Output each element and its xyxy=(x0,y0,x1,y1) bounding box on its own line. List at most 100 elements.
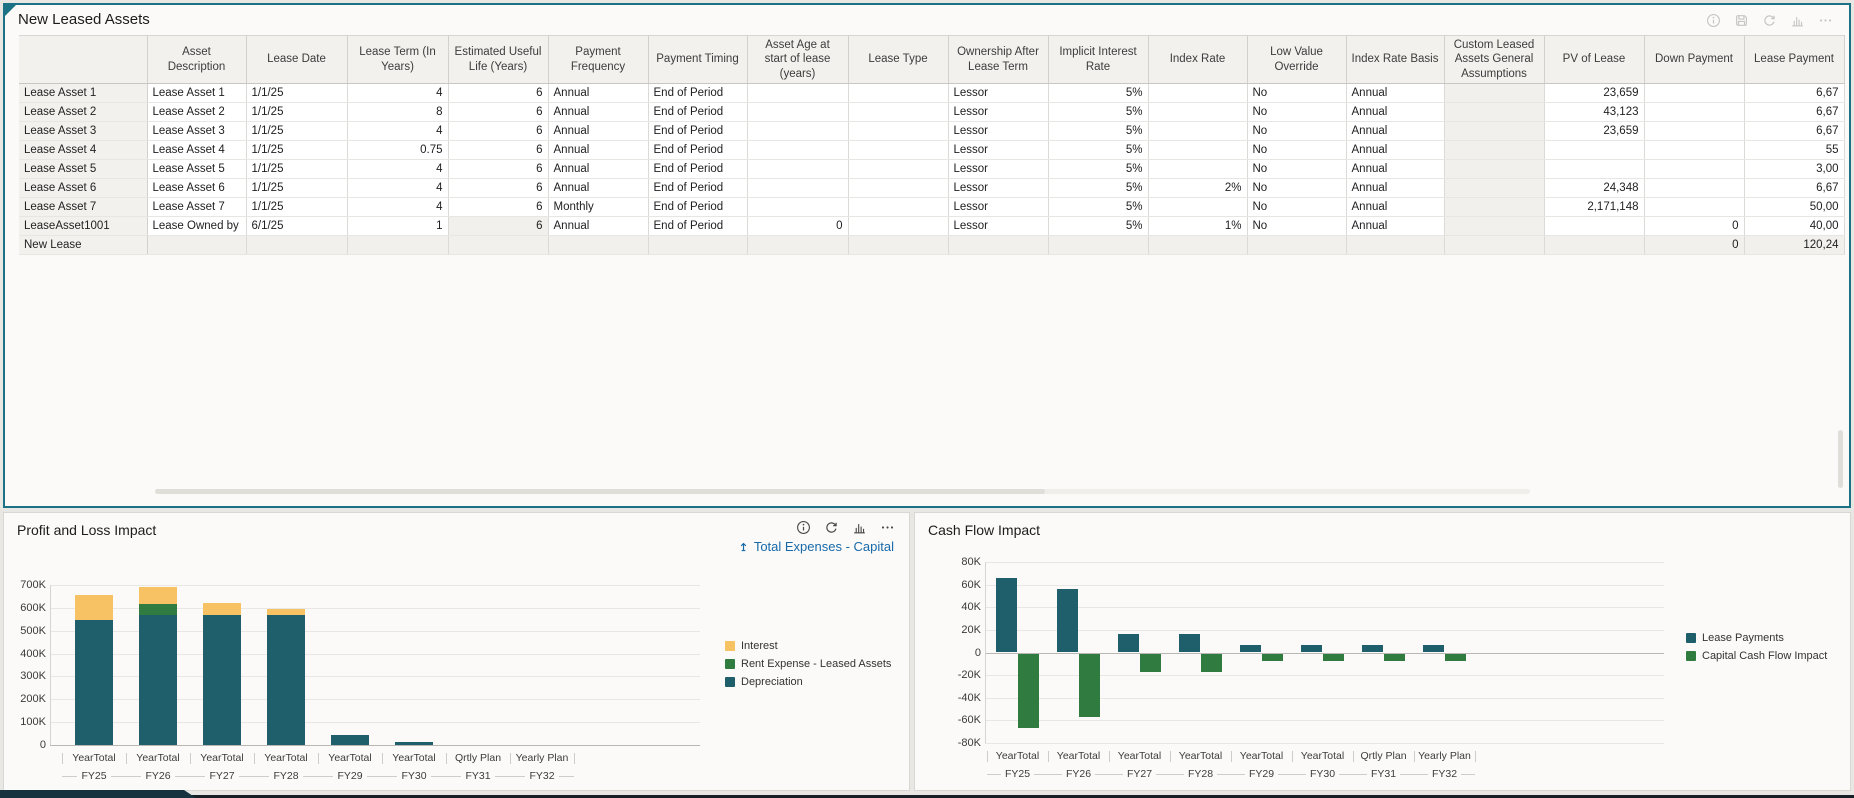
bar-segment-FY28[interactable] xyxy=(267,609,305,616)
grid-cell[interactable]: Annual xyxy=(548,159,649,179)
grid-cell[interactable]: 1 xyxy=(347,216,449,236)
grid-cell[interactable]: 6 xyxy=(448,197,549,217)
grid-cell[interactable]: Lease Asset 7 xyxy=(147,197,247,217)
bar-FY31[interactable] xyxy=(1383,653,1405,661)
grid-cell[interactable]: 2% xyxy=(1148,178,1248,198)
grid-cell[interactable]: Lease Asset 1 xyxy=(147,83,247,103)
grid-cell[interactable] xyxy=(1148,102,1248,122)
bar-segment-FY30[interactable] xyxy=(395,742,433,745)
grid-cell[interactable] xyxy=(1644,121,1745,141)
grid-cell[interactable] xyxy=(1444,197,1545,217)
bar-FY25[interactable] xyxy=(1017,653,1039,729)
grid-cell[interactable]: Annual xyxy=(548,121,649,141)
grid-cell[interactable]: Annual xyxy=(548,102,649,122)
grid-cell[interactable]: Lessor xyxy=(948,121,1049,141)
grid-cell[interactable]: No xyxy=(1247,178,1347,198)
grid-cell[interactable] xyxy=(548,235,649,255)
grid-cell[interactable]: 8 xyxy=(347,102,449,122)
bar-segment-FY27[interactable] xyxy=(203,614,241,745)
bar-FY26[interactable] xyxy=(1078,653,1100,717)
grid-cell[interactable]: 50,00 xyxy=(1744,197,1845,217)
grid-cell[interactable]: 55 xyxy=(1744,140,1845,160)
row-header[interactable]: Lease Asset 5 xyxy=(19,159,148,179)
grid-cell[interactable]: 6 xyxy=(448,83,549,103)
save-icon[interactable] xyxy=(1734,13,1749,28)
grid-cell[interactable] xyxy=(1444,83,1545,103)
grid-cell[interactable] xyxy=(448,235,549,255)
grid-cell[interactable]: 0 xyxy=(1644,216,1745,236)
grid-cell[interactable]: Lease Asset 5 xyxy=(147,159,247,179)
bar-FY27[interactable] xyxy=(1139,653,1161,672)
row-header[interactable]: Lease Asset 1 xyxy=(19,83,148,103)
bar-segment-FY29[interactable] xyxy=(331,734,369,745)
grid-cell[interactable]: 5% xyxy=(1048,178,1149,198)
grid-cell[interactable] xyxy=(948,235,1049,255)
grid-cell[interactable] xyxy=(1544,235,1645,255)
grid-cell[interactable]: Lease Asset 3 xyxy=(147,121,247,141)
grid-cell[interactable] xyxy=(848,216,949,236)
bar-FY25[interactable] xyxy=(995,577,1017,653)
grid-cell[interactable]: Lessor xyxy=(948,83,1049,103)
grid-cell[interactable] xyxy=(747,235,849,255)
grid-cell[interactable]: End of Period xyxy=(648,140,748,160)
grid-cell[interactable]: End of Period xyxy=(648,159,748,179)
grid-cell[interactable]: End of Period xyxy=(648,102,748,122)
grid-cell[interactable]: Annual xyxy=(548,83,649,103)
grid-cell[interactable]: No xyxy=(1247,102,1347,122)
grid-cell[interactable]: 6 xyxy=(448,216,549,236)
bar-FY31[interactable] xyxy=(1361,645,1383,653)
grid-cell[interactable]: 1% xyxy=(1148,216,1248,236)
grid-cell[interactable]: No xyxy=(1247,140,1347,160)
grid-cell[interactable]: Lessor xyxy=(948,178,1049,198)
grid-cell[interactable] xyxy=(1644,178,1745,198)
grid-cell[interactable]: 6,67 xyxy=(1744,83,1845,103)
grid-cell[interactable]: 1/1/25 xyxy=(246,178,348,198)
row-header[interactable]: Lease Asset 4 xyxy=(19,140,148,160)
info-icon[interactable] xyxy=(796,520,811,535)
grid-cell[interactable] xyxy=(1644,83,1745,103)
grid-cell[interactable]: 0 xyxy=(1644,235,1745,255)
grid-cell[interactable]: Annual xyxy=(1346,140,1445,160)
grid-cell[interactable] xyxy=(1644,159,1745,179)
grid-cell[interactable]: 4 xyxy=(347,178,449,198)
grid-cell[interactable]: 5% xyxy=(1048,197,1149,217)
grid-cell[interactable]: No xyxy=(1247,197,1347,217)
bar-segment-FY25[interactable] xyxy=(75,620,113,745)
grid-cell[interactable]: No xyxy=(1247,121,1347,141)
grid-cell[interactable]: 6,67 xyxy=(1744,121,1845,141)
grid-cell[interactable]: 5% xyxy=(1048,83,1149,103)
grid-cell[interactable]: 6 xyxy=(448,159,549,179)
grid-cell[interactable]: Annual xyxy=(1346,121,1445,141)
grid-cell[interactable] xyxy=(1247,235,1347,255)
grid-cell[interactable] xyxy=(1644,102,1745,122)
bar-FY26[interactable] xyxy=(1056,589,1078,653)
bar-FY29[interactable] xyxy=(1239,645,1261,653)
grid-cell[interactable]: 120,24 xyxy=(1744,235,1845,255)
grid-cell[interactable]: 6 xyxy=(448,121,549,141)
grid-cell[interactable]: 3,00 xyxy=(1744,159,1845,179)
drill-link-total-expenses-capital[interactable]: Total Expenses - Capital xyxy=(738,539,894,554)
bar-segment-FY26[interactable] xyxy=(139,586,177,604)
grid-cell[interactable]: 5% xyxy=(1048,159,1149,179)
grid-cell[interactable] xyxy=(747,178,849,198)
grid-cell[interactable]: Annual xyxy=(548,216,649,236)
grid-cell[interactable]: 6,67 xyxy=(1744,178,1845,198)
grid-cell[interactable]: End of Period xyxy=(648,121,748,141)
grid-cell[interactable] xyxy=(747,102,849,122)
grid-cell[interactable]: 6,67 xyxy=(1744,102,1845,122)
info-icon[interactable] xyxy=(1706,13,1721,28)
bar-FY30[interactable] xyxy=(1322,653,1344,661)
grid-cell[interactable] xyxy=(848,140,949,160)
bar-FY29[interactable] xyxy=(1261,653,1283,661)
bar-FY30[interactable] xyxy=(1300,645,1322,653)
grid-cell[interactable]: Annual xyxy=(1346,197,1445,217)
grid-cell[interactable] xyxy=(848,102,949,122)
grid-cell[interactable] xyxy=(147,235,247,255)
grid-cell[interactable]: 1/1/25 xyxy=(246,83,348,103)
more-icon[interactable] xyxy=(880,520,895,535)
grid-cell[interactable]: Lease Owned by xyxy=(147,216,247,236)
grid-cell[interactable] xyxy=(1444,102,1545,122)
grid-cell[interactable] xyxy=(1644,197,1745,217)
grid-cell[interactable] xyxy=(848,178,949,198)
grid-cell[interactable] xyxy=(1444,140,1545,160)
